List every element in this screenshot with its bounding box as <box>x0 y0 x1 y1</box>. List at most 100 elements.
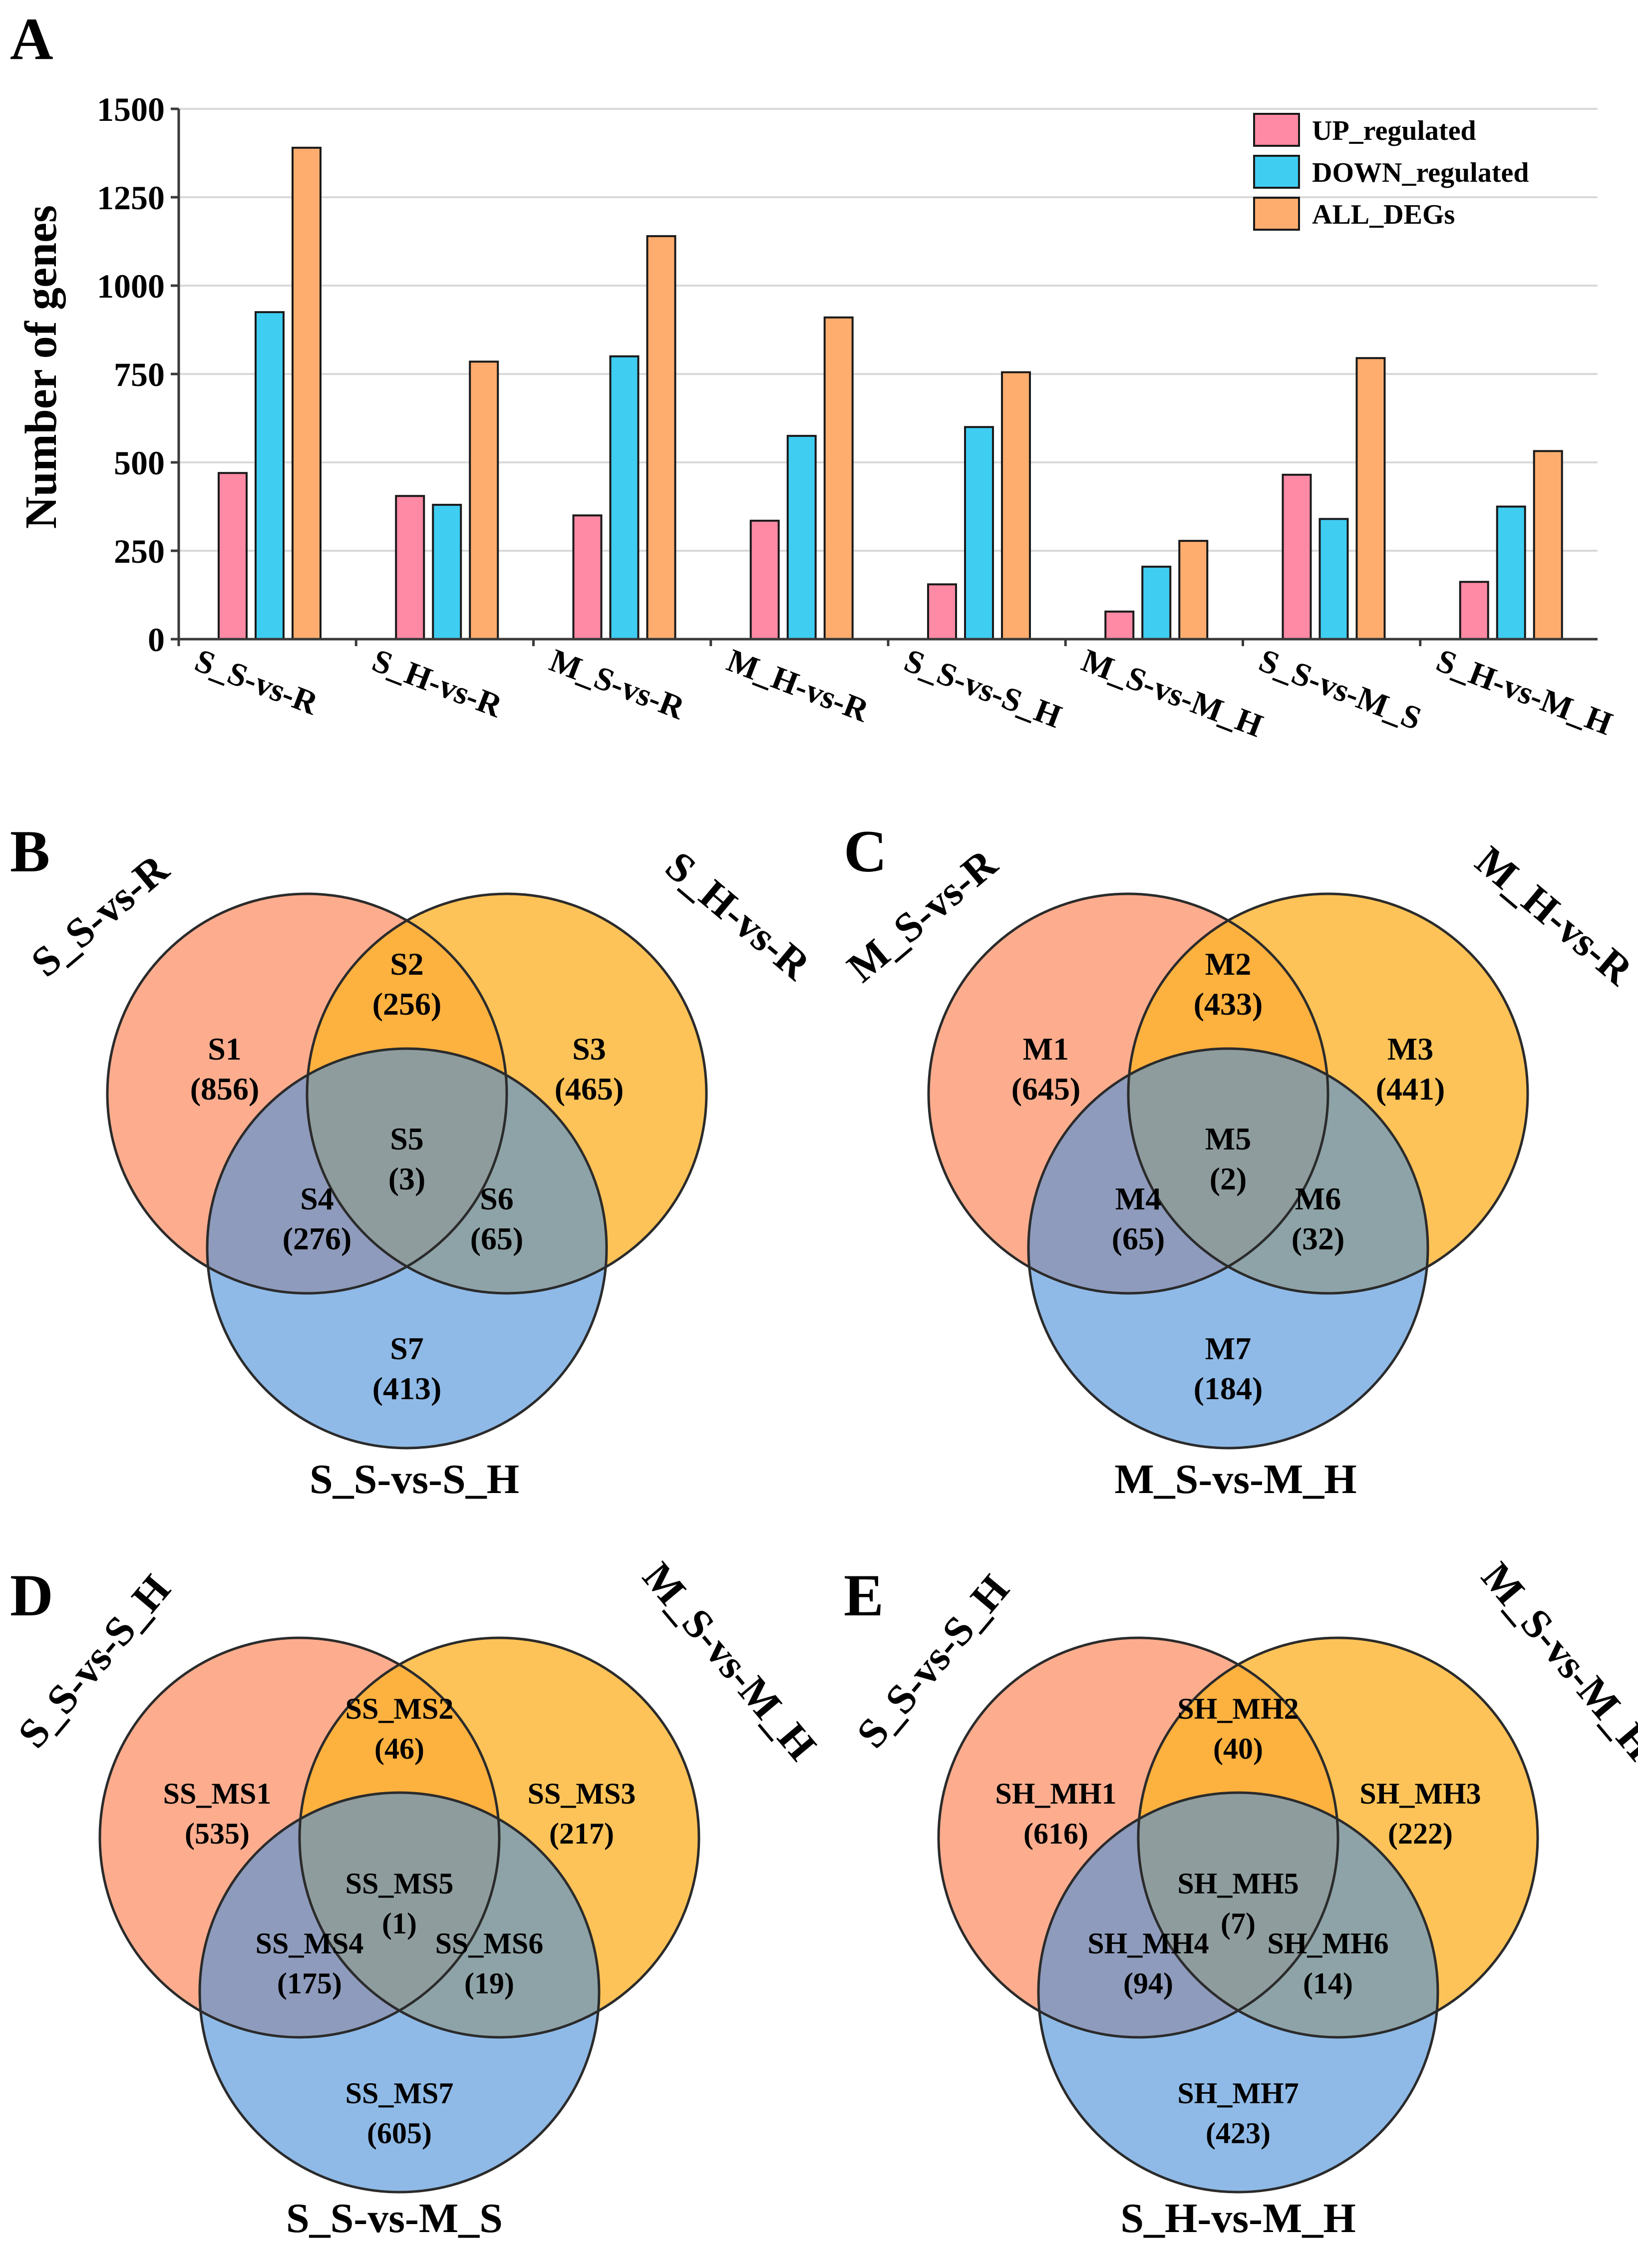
venn-region-count: (65) <box>470 1221 524 1256</box>
venn-region-count: (184) <box>1194 1371 1263 1406</box>
venn-region-name: S3 <box>572 1031 606 1067</box>
bar-ALL_DEGs <box>292 146 322 640</box>
bar-DOWN_regulated <box>1318 518 1349 641</box>
venn-region-name: M4 <box>1115 1181 1161 1216</box>
x-tick-label: S_H-vs-M_H <box>1431 642 1617 743</box>
venn-region-name: M7 <box>1205 1331 1251 1366</box>
bar-UP_regulated <box>572 514 603 640</box>
venn-region-name: SS_MS1 <box>163 1777 272 1810</box>
legend-swatch <box>1253 197 1300 231</box>
venn-region-count: (2) <box>1210 1161 1247 1196</box>
venn-circle-outline <box>198 1791 601 2194</box>
y-tick-label: 750 <box>114 356 165 393</box>
panel-a-bar-chart: A 0 250 500 750 1000 1250 1500 S_S-vs-R S_H-vs-… <box>10 5 1617 745</box>
bar-UP_regulated <box>1459 581 1489 640</box>
bar-UP_regulated <box>749 519 780 640</box>
venn-region-count: (441) <box>1376 1071 1445 1107</box>
bar-ALL_DEGs <box>646 235 676 640</box>
venn-region-name: SS_MS7 <box>345 2077 454 2110</box>
venn-region-count: (535) <box>185 1817 250 1850</box>
venn-region-name: S6 <box>480 1181 514 1216</box>
venn-region-count: (605) <box>367 2117 432 2150</box>
venn-set-label: S_S-vs-S_H <box>310 1456 519 1503</box>
bar-ALL_DEGs <box>1001 371 1031 640</box>
bar-ALL_DEGs <box>823 316 854 640</box>
venn-circle-outline <box>106 892 508 1295</box>
x-tick-label: S_S-vs-R <box>190 642 324 723</box>
venn-circle-outline <box>1137 1636 1539 2039</box>
bar-ALL_DEGs <box>1355 357 1386 640</box>
bar-chart-x-ticks: S_S-vs-R S_H-vs-R M_S-vs-R M_H-vs-R S_S-vs-S… <box>177 639 1617 745</box>
bar-UP_regulated <box>395 495 425 640</box>
venn-region-name: S4 <box>300 1181 334 1216</box>
x-tick-label: M_H-vs-R <box>722 642 874 730</box>
venn-circle-outline <box>1027 1047 1429 1450</box>
venn-region-name: M5 <box>1205 1121 1251 1156</box>
x-tick-label: M_S-vs-R <box>545 642 690 727</box>
venn-region-count: (94) <box>1123 1967 1173 2000</box>
venn-region-name: SH_MH3 <box>1359 1777 1481 1810</box>
venn-region-name: SH_MH2 <box>1177 1692 1299 1725</box>
venn-region-count: (256) <box>372 986 442 1022</box>
panel-e-venn: ES_S-vs-S_H M_S-vs-M_HS_H-vs-M_HSH_MH1(61… <box>844 1554 1638 2242</box>
legend-label: ALL_DEGs <box>1312 199 1455 230</box>
venn-region-name: SS_MS6 <box>435 1927 544 1960</box>
venn-region-name: SH_MH7 <box>1177 2077 1299 2110</box>
venn-region-count: (616) <box>1023 1817 1088 1850</box>
venn-set-label: M_S-vs-M_H <box>1114 1456 1356 1503</box>
y-tick-label: 1000 <box>97 267 165 305</box>
bar-UP_regulated <box>1282 473 1312 641</box>
x-tick-label: S_H-vs-R <box>367 642 508 725</box>
y-tick-label: 1250 <box>97 179 165 217</box>
venn-region-name: SH_MH5 <box>1177 1867 1299 1900</box>
venn-circle-outline <box>298 1636 700 2039</box>
venn-set-label: S_S-vs-M_S <box>286 2195 503 2242</box>
venn-circle-outline <box>306 892 708 1295</box>
legend-label: DOWN_regulated <box>1312 157 1529 188</box>
venn-region-name: SS_MS5 <box>345 1867 454 1900</box>
bar-chart-bars <box>218 146 1563 641</box>
venn-region-count: (465) <box>555 1071 624 1107</box>
legend-swatch <box>1253 155 1300 189</box>
bar-ALL_DEGs <box>1178 540 1209 641</box>
venn-region-name: S2 <box>390 946 424 982</box>
legend-label: UP_regulated <box>1312 115 1476 146</box>
venn-region-count: (46) <box>374 1732 424 1765</box>
y-tick-label: 0 <box>148 621 165 659</box>
venn-circle-fill <box>1038 1793 1438 2192</box>
x-tick-label: M_S-vs-M_H <box>1077 642 1268 745</box>
bar-DOWN_regulated <box>1141 565 1172 640</box>
venn-region-count: (433) <box>1194 986 1263 1022</box>
bar-ALL_DEGs <box>1533 450 1563 640</box>
bar-ALL_DEGs <box>469 361 499 640</box>
venn-circle-outline <box>206 1047 608 1450</box>
venn-region-count: (645) <box>1011 1071 1081 1107</box>
venn-region-name: SS_MS3 <box>528 1777 636 1810</box>
venn-circle-outline <box>937 1636 1339 2039</box>
venn-region-name: S7 <box>390 1331 424 1366</box>
venn-region-name: SS_MS2 <box>345 1692 454 1725</box>
y-tick-label: 1500 <box>97 90 165 128</box>
venn-region-count: (423) <box>1206 2117 1271 2150</box>
venn-region-name: SH_MH4 <box>1087 1927 1209 1960</box>
panel-b-venn: BS_S-vs-R S_H-vs-RS_S-vs-S_HS1(856)S2(256… <box>10 818 819 1503</box>
venn-region-count: (14) <box>1303 1967 1353 2000</box>
bar-DOWN_regulated <box>432 503 462 641</box>
venn-region-name: SH_MH6 <box>1267 1927 1388 1960</box>
venn-set-label: S_H-vs-M_H <box>1120 2195 1355 2242</box>
venn-circle-outline <box>98 1636 501 2039</box>
venn-region-count: (217) <box>549 1817 614 1850</box>
venn-region-count: (413) <box>372 1371 442 1406</box>
bar-UP_regulated <box>218 472 248 640</box>
bar-DOWN_regulated <box>964 426 994 640</box>
panel-letter-a: A <box>10 5 53 72</box>
venn-region-count: (3) <box>388 1161 426 1196</box>
legend-swatch <box>1253 113 1300 147</box>
panel-letter-c: C <box>844 818 887 884</box>
venn-region-name: M6 <box>1295 1181 1341 1216</box>
bar-chart-legend: UP_regulated DOWN_regulated ALL_DEGs <box>1253 113 1529 231</box>
venn-circle-fill <box>200 1793 599 2192</box>
venn-circle-outline <box>1127 892 1529 1295</box>
venn-region-name: SS_MS4 <box>256 1927 364 1960</box>
x-tick-label: S_S-vs-S_H <box>900 642 1066 735</box>
